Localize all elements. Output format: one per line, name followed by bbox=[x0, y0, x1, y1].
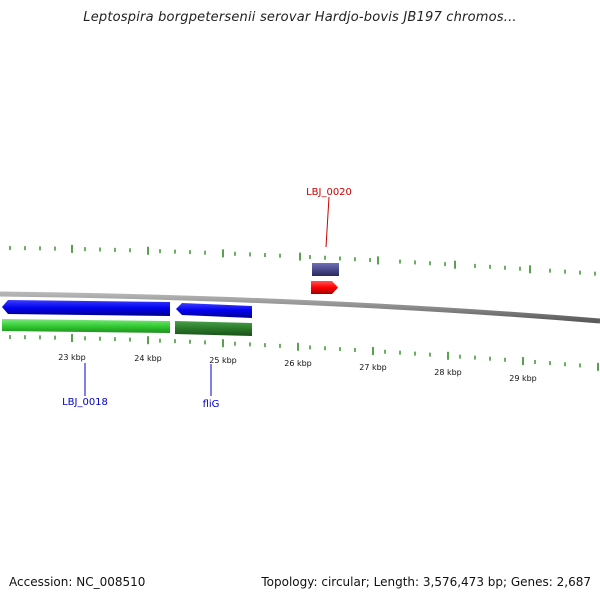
label-lbj-0018[interactable]: LBJ_0018 bbox=[62, 397, 108, 408]
tick-row-lower bbox=[9, 334, 599, 371]
tick-label: 29 kbp bbox=[509, 374, 537, 383]
map-title: Leptospira borgpetersenii serovar Hardjo… bbox=[83, 10, 517, 25]
tick-label: 24 kbp bbox=[134, 354, 162, 363]
tick-label: 25 kbp bbox=[209, 356, 237, 365]
leader-lbj-0020 bbox=[325, 196, 330, 248]
cds-flig-arrow[interactable] bbox=[176, 303, 252, 318]
gene-lbj-0020-reverse[interactable] bbox=[312, 263, 339, 276]
topology-text: Topology: circular; Length: 3,576,473 bp… bbox=[261, 575, 591, 589]
cds-lbj-0020-arrow[interactable] bbox=[311, 281, 338, 294]
tick-label: 28 kbp bbox=[434, 368, 462, 377]
accession-text: Accession: NC_008510 bbox=[9, 575, 146, 589]
label-lbj-0020[interactable]: LBJ_0020 bbox=[306, 187, 352, 198]
gene-lbj-0018[interactable] bbox=[2, 319, 170, 333]
genome-backbone bbox=[0, 291, 600, 324]
label-flig[interactable]: fliG bbox=[203, 399, 220, 410]
tick-label: 26 kbp bbox=[284, 359, 312, 368]
cds-lbj-0018-arrow[interactable] bbox=[2, 300, 170, 316]
tick-row-upper bbox=[9, 244, 596, 276]
tick-label: 23 kbp bbox=[58, 353, 86, 362]
tick-label: 27 kbp bbox=[359, 363, 387, 372]
gene-flig[interactable] bbox=[175, 321, 252, 336]
